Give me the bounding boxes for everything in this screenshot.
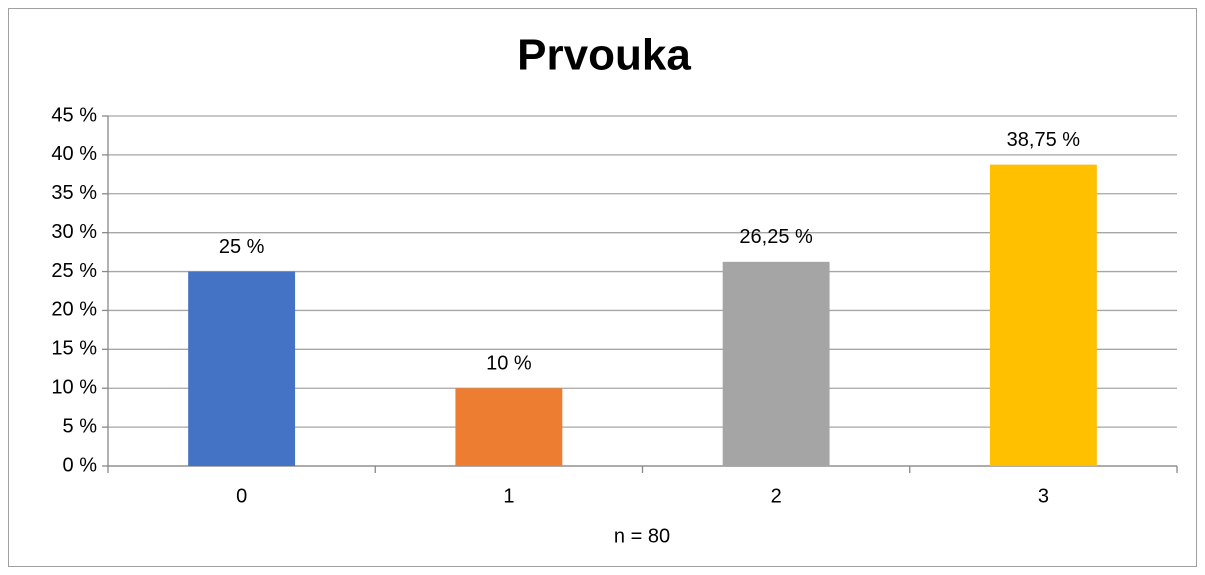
y-tick-label: 40 % [51,143,97,165]
y-tick-label: 10 % [51,377,97,399]
y-tick-label: 25 % [51,260,97,282]
x-tick-label: 1 [503,485,514,507]
bar [188,271,296,466]
x-axis-label: n = 80 [614,525,670,547]
x-tick-label: 0 [236,485,247,507]
y-tick-label: 5 % [63,415,98,437]
y-tick-label: 0 % [63,454,98,476]
x-tick-label: 3 [1038,485,1049,507]
y-tick-label: 35 % [51,182,97,204]
y-tick-label: 20 % [51,299,97,321]
data-label: 38,75 % [1007,129,1081,151]
data-label: 25 % [219,236,265,258]
data-label: 26,25 % [739,226,813,248]
chart-title: Prvouka [517,31,691,80]
y-tick-label: 30 % [51,221,97,243]
bar [722,261,830,466]
data-label: 10 % [486,353,532,375]
bar [989,164,1097,466]
y-tick-label: 45 % [51,104,97,126]
y-tick-label: 15 % [51,338,97,360]
x-tick-label: 2 [771,485,782,507]
bar [455,388,563,466]
